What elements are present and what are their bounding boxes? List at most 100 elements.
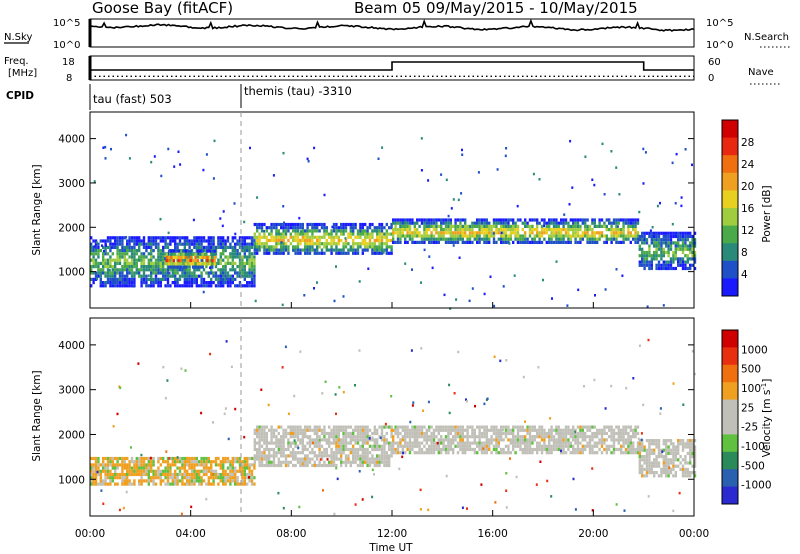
velocity-cell <box>681 439 685 443</box>
power-cell <box>189 262 192 266</box>
power-cell <box>231 277 234 281</box>
power-cell <box>423 237 426 241</box>
power-cell <box>299 251 302 255</box>
velocity-cell <box>538 428 541 432</box>
power-cell <box>250 245 254 249</box>
power-cell <box>150 255 153 259</box>
velocity-cell <box>540 425 544 429</box>
power-cell <box>356 248 360 252</box>
power-cell <box>138 236 141 240</box>
velocity-cell <box>376 441 379 445</box>
velocity-cell <box>272 447 276 452</box>
power-cell <box>347 235 350 239</box>
velocity-cell <box>552 428 556 432</box>
power-cell <box>560 218 563 222</box>
power-cell <box>268 251 271 255</box>
power-cell <box>178 268 182 272</box>
velocity-cell <box>359 463 362 468</box>
power-cell <box>543 228 546 232</box>
power-cell <box>562 240 565 244</box>
power-cell <box>248 271 251 275</box>
power-cell <box>340 232 343 236</box>
velocity-scatter-cell <box>574 508 577 511</box>
velocity-cell <box>660 455 663 459</box>
power-cell <box>454 224 457 228</box>
velocity-cell <box>488 428 491 432</box>
velocity-cell <box>145 456 148 461</box>
velocity-cell <box>560 431 563 436</box>
power-cell <box>195 236 198 240</box>
power-cell <box>337 229 340 233</box>
power-cell <box>208 262 212 266</box>
power-cell <box>605 237 608 241</box>
velocity-cell <box>495 428 498 432</box>
power-cell <box>294 238 297 243</box>
power-cell <box>147 242 150 246</box>
power-cell <box>126 271 129 275</box>
power-cell <box>250 265 254 269</box>
power-cell <box>328 248 331 252</box>
velocity-cell <box>378 447 381 452</box>
power-cell <box>657 247 661 251</box>
velocity-cell <box>306 460 309 464</box>
power-cell <box>190 239 194 243</box>
power-cell <box>497 231 500 235</box>
velocity-cell <box>610 425 613 429</box>
power-cell <box>193 236 196 240</box>
velocity-cell <box>265 457 268 461</box>
power-cell <box>186 239 189 243</box>
velocity-cell <box>349 431 352 436</box>
power-cell <box>483 228 486 232</box>
velocity-cell <box>548 431 551 436</box>
velocity-cell <box>550 425 553 429</box>
velocity-cell <box>488 444 491 448</box>
power-cell <box>145 265 148 269</box>
velocity-cell <box>256 425 259 429</box>
velocity-cell <box>648 464 651 468</box>
power-cell <box>316 242 319 246</box>
power-cell <box>159 261 162 265</box>
power-cell <box>488 231 491 235</box>
velocity-cell <box>404 435 407 439</box>
velocity-cell <box>193 482 196 486</box>
power-cell <box>265 226 268 230</box>
power-cell <box>399 234 402 238</box>
velocity-cell <box>461 447 464 452</box>
power-cell <box>388 232 391 236</box>
power-cell <box>265 251 268 255</box>
power-cell <box>296 229 300 233</box>
power-cell <box>396 240 400 244</box>
power-cell <box>399 240 402 244</box>
power-cell <box>182 265 185 269</box>
power-cell <box>620 218 623 222</box>
power-cell <box>142 255 146 259</box>
power-cell <box>440 218 443 222</box>
velocity-cell <box>94 482 98 486</box>
velocity-cell <box>406 431 409 436</box>
power-cell <box>600 234 604 238</box>
velocity-colorbar-tick: -1000 <box>741 480 772 492</box>
power-cell <box>178 239 182 243</box>
power-cell <box>282 226 285 230</box>
power-cell <box>492 218 496 222</box>
power-cell <box>162 268 165 272</box>
power-cell <box>396 218 400 222</box>
velocity-cell <box>401 428 404 432</box>
power-scatter-cell <box>508 242 511 245</box>
power-cell <box>169 242 172 246</box>
velocity-cell <box>420 425 424 429</box>
power-scatter-cell <box>177 150 180 153</box>
velocity-cell <box>524 451 527 455</box>
power-cell <box>454 218 457 222</box>
power-cell <box>248 245 251 249</box>
velocity-cell <box>171 482 174 486</box>
power-cell <box>581 231 584 235</box>
power-cell <box>320 248 324 252</box>
velocity-cell <box>516 428 520 432</box>
power-cell <box>179 265 183 269</box>
velocity-cell <box>364 428 367 432</box>
power-cell <box>121 268 124 272</box>
power-cell <box>135 236 138 240</box>
velocity-scatter-cell <box>333 512 336 516</box>
power-cell <box>641 234 644 239</box>
